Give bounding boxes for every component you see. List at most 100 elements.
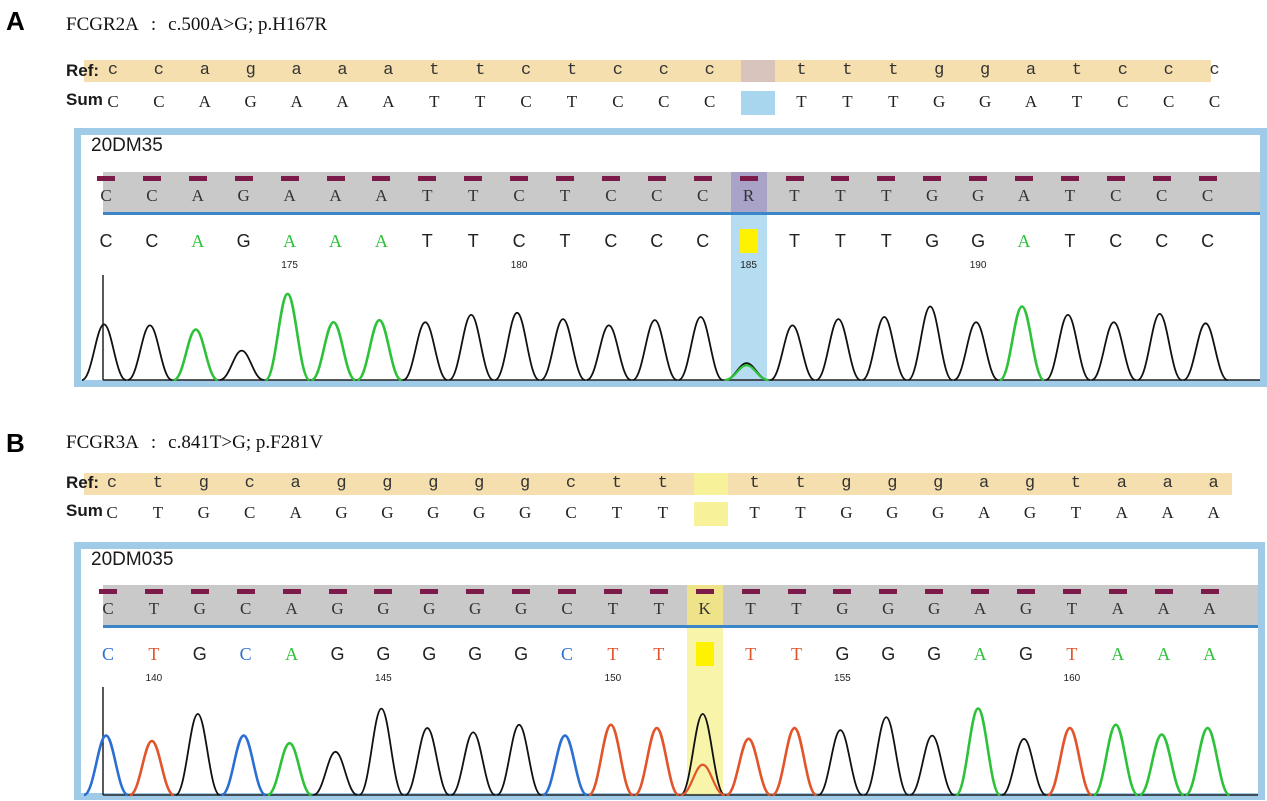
ref-base: a [290, 474, 301, 493]
position-label: 175 [281, 260, 298, 271]
trace-peak [1139, 733, 1185, 797]
ref-base: c [612, 61, 623, 80]
sum-base: G [932, 503, 945, 522]
trace-peak [815, 318, 861, 381]
call-base: C [697, 186, 709, 205]
call-base: T [789, 186, 800, 205]
call-base: T [148, 599, 160, 618]
position-label: 150 [604, 673, 622, 684]
call-quality-tick [280, 176, 299, 181]
ref-base: t [1071, 61, 1082, 80]
position-label: 155 [834, 673, 851, 684]
sum-base: C [658, 92, 670, 111]
trace-base: T [607, 644, 619, 664]
sum-base: T [657, 503, 668, 522]
trace-base: C [560, 644, 573, 664]
trace-peak [1001, 737, 1047, 796]
sum-base: A [977, 503, 991, 522]
ref-base: c [565, 474, 577, 493]
ref-label: Ref: [66, 61, 100, 80]
sum-base: C [1117, 92, 1129, 111]
ref-base: a [199, 61, 210, 80]
variant-name: c.500A>G; p.H167R [168, 14, 328, 35]
call-quality-tick [969, 176, 988, 181]
sum-base: T [429, 92, 440, 111]
trace-peak [1093, 723, 1139, 797]
trace-base: C [99, 231, 113, 251]
sum-base: T [152, 503, 164, 522]
panel-label: A [6, 6, 25, 36]
sum-base: A [289, 503, 302, 522]
call-quality-tick [1062, 589, 1081, 594]
call-base: T [467, 186, 479, 205]
sum-base: C [153, 92, 165, 111]
call-quality-tick [785, 176, 804, 181]
call-base: A [283, 186, 296, 205]
sum-base: G [244, 92, 257, 111]
ref-base: a [1162, 474, 1173, 493]
sum-base: T [1070, 503, 1082, 522]
sum-base: T [795, 503, 806, 522]
ref-base: t [888, 61, 899, 80]
call-quality-tick [603, 589, 622, 594]
call-base: A [1017, 186, 1031, 205]
call-quality-tick [558, 589, 576, 594]
trace-peak [404, 727, 450, 796]
trace-peak [861, 316, 907, 381]
call-base: G [377, 599, 390, 618]
trace-peak [450, 731, 496, 796]
trace-peak [174, 713, 221, 796]
call-quality-tick [418, 176, 437, 181]
trace-base: C [1155, 231, 1169, 251]
call-base: C [1156, 186, 1168, 205]
reference-band [84, 60, 1211, 82]
call-quality-tick [1154, 589, 1173, 594]
sum-base: G [473, 503, 486, 522]
chromatogram [83, 687, 1258, 797]
trace-base: G [422, 644, 437, 664]
call-base: G [971, 186, 985, 205]
sum-label: Sum [66, 90, 103, 109]
call-quality-tick [374, 589, 393, 594]
call-quality-tick [1198, 176, 1217, 181]
sum-base: C [1208, 92, 1221, 111]
call-quality-tick [787, 589, 806, 594]
call-quality-tick [510, 176, 529, 181]
trace-peak [1184, 726, 1231, 797]
call-base: A [1111, 599, 1124, 618]
call-base: C [561, 599, 573, 618]
sum-base: T [566, 92, 578, 111]
call-quality-tick [925, 589, 944, 594]
call-quality-tick [1017, 589, 1035, 594]
trace-peak [358, 707, 405, 796]
trace-window: 20DM035 C T G C A G G G G G C T T K T T G G G A G T A A A C T G C A G… [74, 542, 1265, 800]
sample-name: 20DM35 [89, 135, 165, 157]
call-base: T [745, 599, 756, 618]
call-base: T [653, 599, 664, 618]
trace-peak [540, 318, 586, 381]
position-label: 140 [145, 673, 163, 684]
trace-peak [356, 318, 403, 382]
trace-peak [313, 750, 358, 796]
call-quality-tick [647, 176, 666, 181]
call-quality-tick [971, 589, 990, 594]
ref-base: c [106, 474, 118, 493]
gene-name: FCGR3A [66, 432, 139, 453]
call-quality-tick [879, 589, 898, 594]
trace-base: C [512, 231, 526, 251]
sum-base: G [335, 503, 348, 522]
call-base: C [513, 186, 525, 205]
call-quality-tick [188, 176, 207, 181]
trace-base: G [514, 644, 529, 664]
call-base: G [423, 599, 436, 618]
call-quality-tick [466, 589, 485, 594]
ref-base: g [198, 474, 209, 493]
trace-peak [634, 726, 680, 797]
trace-peak [953, 321, 999, 381]
trace-base: T [789, 231, 800, 251]
call-quality-tick [97, 176, 115, 181]
trace-base: A [973, 644, 987, 664]
trace-base: C [604, 231, 618, 251]
panel-b: B FCGR3A: c.841T>G; p.F281V Ref: Sum c t g c… [0, 418, 1267, 800]
